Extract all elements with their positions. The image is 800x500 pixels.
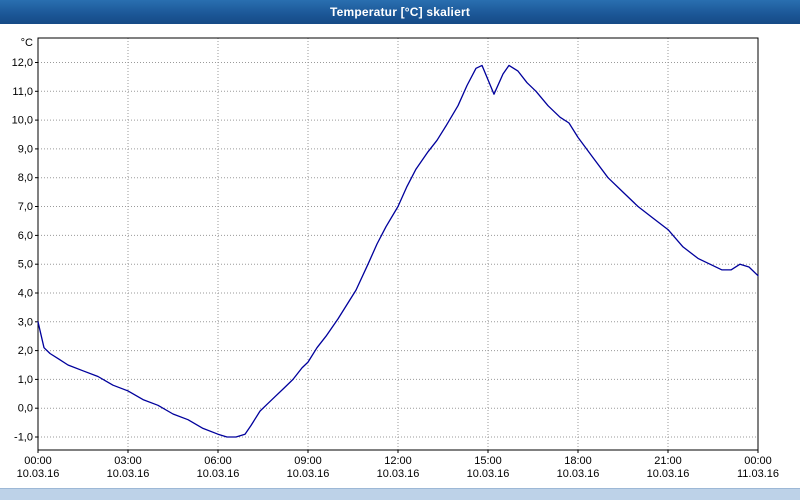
svg-text:06:00: 06:00	[204, 455, 232, 467]
svg-text:10,0: 10,0	[12, 115, 33, 127]
svg-text:21:00: 21:00	[654, 455, 682, 467]
axis-x-labels: 00:0010.03.1603:0010.03.1606:0010.03.160…	[17, 455, 779, 480]
svg-text:2,0: 2,0	[18, 345, 33, 357]
svg-text:6,0: 6,0	[18, 230, 33, 242]
svg-text:12:00: 12:00	[384, 455, 412, 467]
plot-border	[37, 37, 759, 451]
svg-text:15:00: 15:00	[474, 455, 502, 467]
grid	[38, 38, 758, 450]
svg-text:10.03.16: 10.03.16	[557, 468, 600, 480]
svg-text:10.03.16: 10.03.16	[647, 468, 690, 480]
status-bar	[0, 488, 800, 500]
svg-text:11,0: 11,0	[12, 86, 33, 98]
svg-text:10.03.16: 10.03.16	[287, 468, 330, 480]
svg-text:3,0: 3,0	[18, 316, 33, 328]
svg-text:00:00: 00:00	[744, 455, 772, 467]
window-title: Temperatur [°C] skaliert	[329, 5, 471, 19]
svg-text:00:00: 00:00	[24, 455, 52, 467]
svg-text:18:00: 18:00	[564, 455, 592, 467]
svg-text:11.03.16: 11.03.16	[737, 468, 779, 480]
svg-text:10.03.16: 10.03.16	[197, 468, 240, 480]
temperature-line	[37, 64, 759, 438]
svg-text:4,0: 4,0	[18, 288, 33, 300]
axis-y-labels: °C 12,0 11,0 10,0 9,0 8,0 7,0 6,0 5,0 4,0 3,0 2,0 1,…	[12, 37, 33, 444]
svg-text:1,0: 1,0	[18, 374, 33, 386]
temperature-chart: °C 12,0 11,0 10,0 9,0 8,0 7,0 6,0 5,0 4,0 3,0 2,0 1,…	[12, 37, 779, 480]
svg-text:9,0: 9,0	[18, 143, 33, 155]
svg-text:5,0: 5,0	[18, 259, 33, 271]
chart-area: °C 12,0 11,0 10,0 9,0 8,0 7,0 6,0 5,0 4,0 3,0 2,0 1,…	[0, 24, 800, 488]
svg-text:10.03.16: 10.03.16	[377, 468, 420, 480]
svg-text:12,0: 12,0	[12, 57, 33, 69]
y-axis-unit-label: °C	[21, 37, 33, 49]
svg-text:10.03.16: 10.03.16	[107, 468, 150, 480]
svg-text:0,0: 0,0	[18, 403, 33, 415]
svg-text:8,0: 8,0	[18, 172, 33, 184]
svg-text:10.03.16: 10.03.16	[467, 468, 510, 480]
svg-text:03:00: 03:00	[114, 455, 142, 467]
axis-ticks	[35, 62, 759, 453]
svg-text:7,0: 7,0	[18, 201, 33, 213]
svg-text:10.03.16: 10.03.16	[17, 468, 60, 480]
window-titlebar: Temperatur [°C] skaliert	[0, 0, 800, 24]
svg-text:09:00: 09:00	[294, 455, 322, 467]
svg-text:-1,0: -1,0	[14, 432, 33, 444]
